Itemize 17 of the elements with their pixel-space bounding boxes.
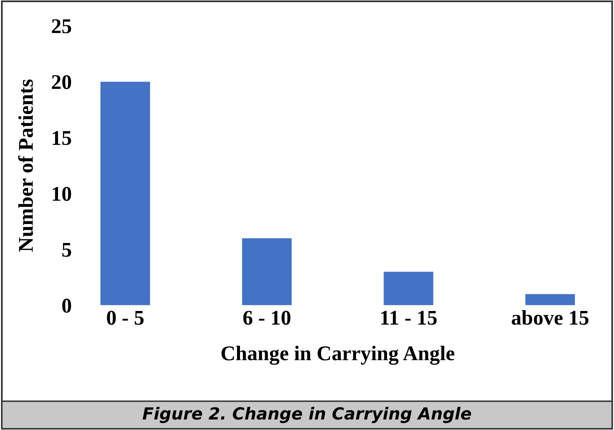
x-axis-title: Change in Carrying Angle bbox=[222, 346, 454, 365]
x-tick-label: 6 - 10 bbox=[243, 310, 290, 325]
x-tick-label: above 15 bbox=[512, 310, 588, 325]
bar bbox=[384, 272, 434, 306]
y-tick-label: 25 bbox=[52, 19, 72, 34]
y-tick-label: 15 bbox=[52, 131, 72, 146]
caption: Figure 2. Change in Carrying Angle bbox=[142, 406, 472, 424]
x-tick-label: 0 - 5 bbox=[106, 310, 144, 325]
y-tick-label: 10 bbox=[52, 186, 72, 201]
bar bbox=[525, 294, 575, 306]
bar bbox=[100, 82, 150, 306]
bar bbox=[242, 238, 292, 306]
y-tick-label: 5 bbox=[62, 242, 72, 257]
x-tick-label: 11 - 15 bbox=[381, 310, 437, 325]
y-axis-title: Number of Patients bbox=[18, 79, 33, 252]
y-tick-label: 0 bbox=[62, 298, 72, 313]
y-tick-label: 20 bbox=[52, 75, 72, 90]
